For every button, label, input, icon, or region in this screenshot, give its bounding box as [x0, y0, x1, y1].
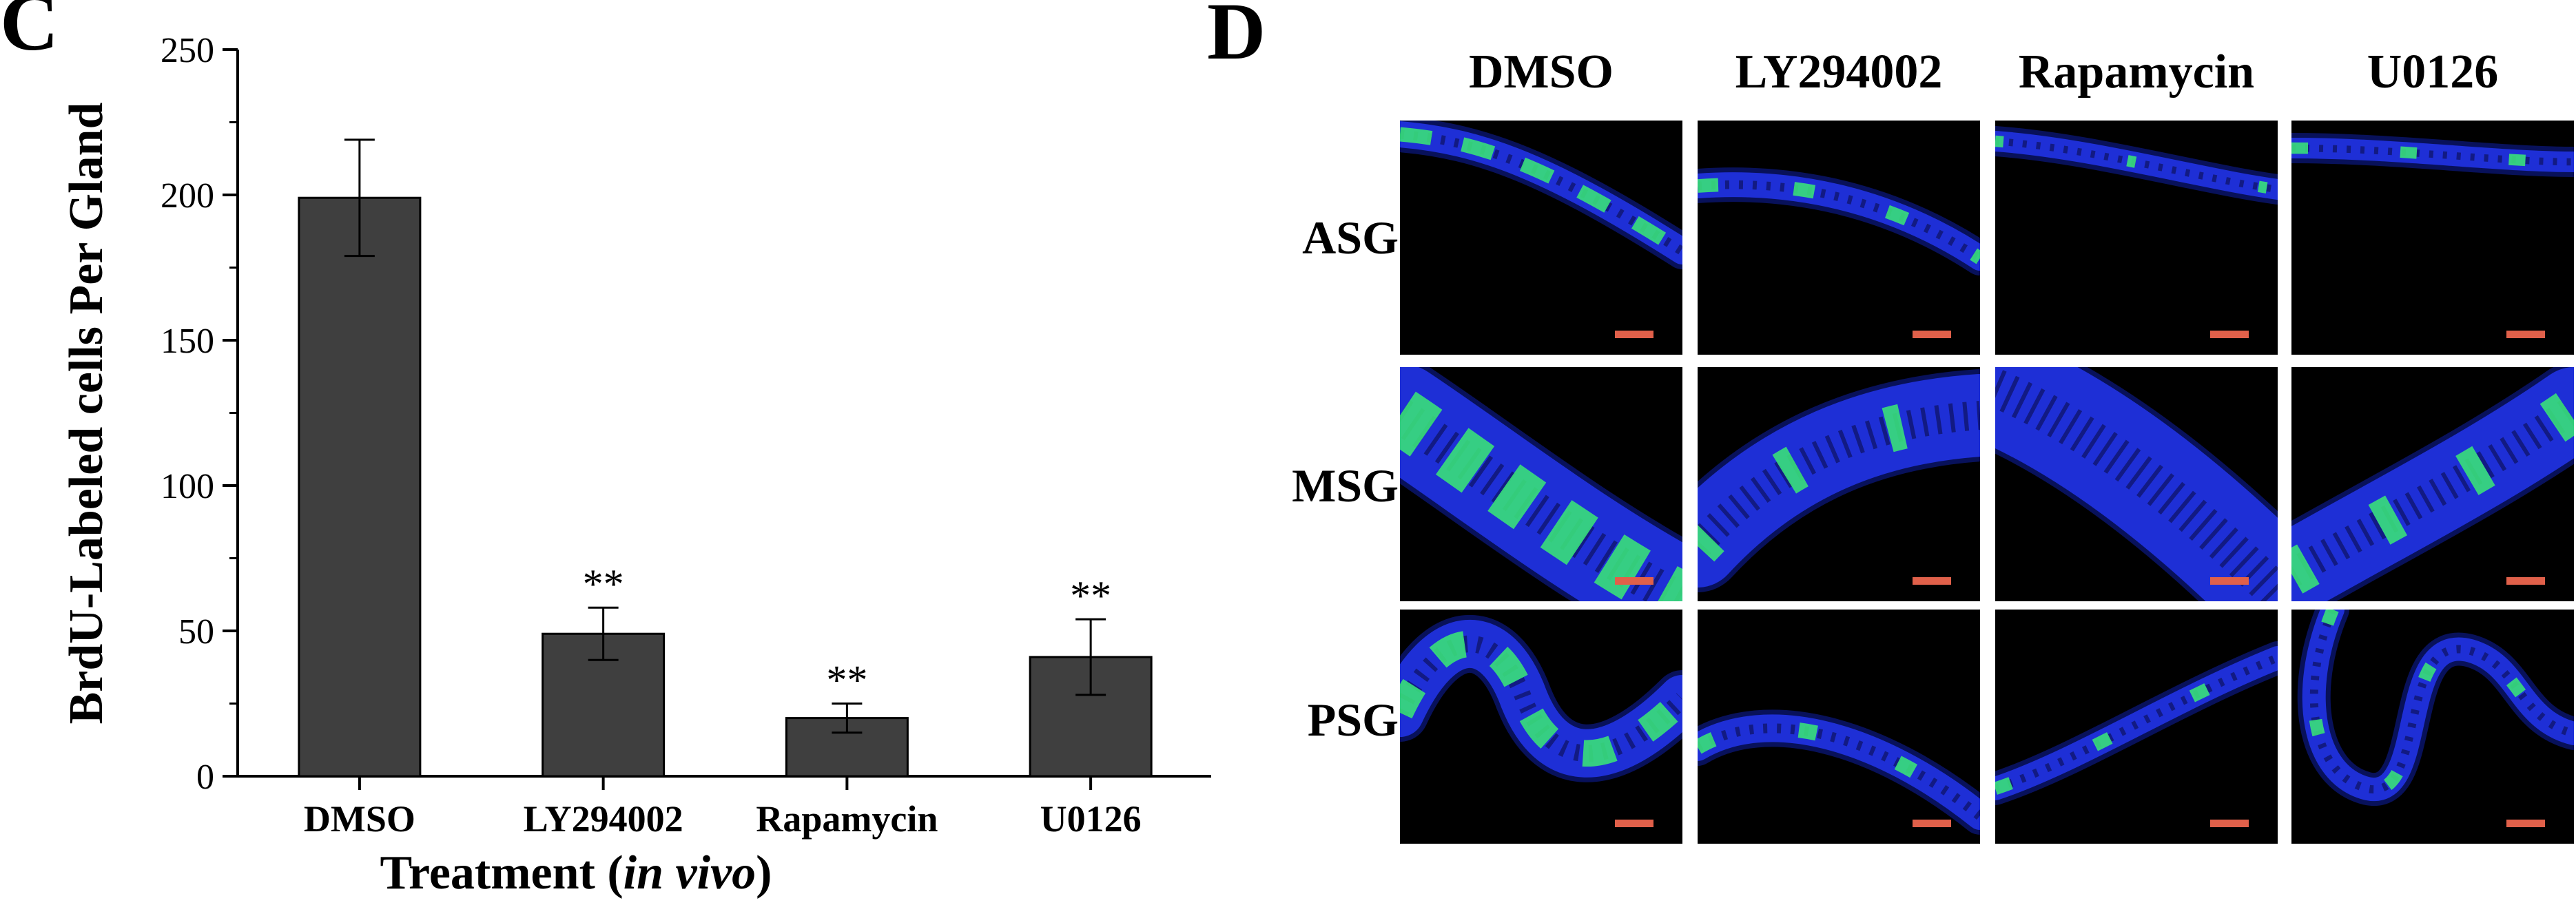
- row-label-asg: ASG: [1302, 211, 1399, 264]
- micrograph-asg-u0126: [2291, 121, 2574, 355]
- x-tick-label: Rapamycin: [756, 798, 938, 840]
- micrograph-msg-rapamycin: [1995, 367, 2278, 601]
- significance-label: **: [1070, 573, 1111, 618]
- scale-bar: [1913, 331, 1951, 338]
- scale-bar: [1615, 820, 1653, 827]
- y-tick-label: 250: [161, 31, 214, 70]
- scale-bar: [1913, 577, 1951, 585]
- row-label-psg: PSG: [1307, 694, 1399, 746]
- y-tick-label: 200: [161, 176, 214, 216]
- significance-label: **: [826, 658, 867, 703]
- micrograph-psg-u0126: [2291, 610, 2574, 844]
- scale-bar: [2506, 577, 2545, 585]
- column-label-rapamycin: Rapamycin: [2018, 45, 2255, 98]
- micrograph-asg-rapamycin: [1995, 121, 2278, 355]
- y-axis-title: BrdU-Labeled cells Per Gland: [60, 103, 113, 725]
- micrograph-psg-rapamycin: [1995, 610, 2278, 844]
- y-tick-label: 50: [178, 612, 214, 652]
- y-tick-label: 0: [196, 758, 214, 797]
- x-tick-label: U0126: [1040, 798, 1142, 840]
- scale-bar: [1913, 820, 1951, 827]
- scale-bar: [2506, 331, 2545, 338]
- scale-bar: [1615, 331, 1653, 338]
- micrograph-msg-u0126: [2291, 367, 2574, 601]
- plot-area: 0 50 100 150 200 250 DMSO LY294002 ** Rapamycin **…: [161, 31, 1211, 840]
- y-tick-label: 100: [161, 467, 214, 506]
- micrograph-msg-dmso: [1400, 367, 1682, 601]
- x-tick-label: LY294002: [524, 798, 683, 840]
- scale-bar: [2210, 820, 2249, 827]
- scale-bar: [1615, 577, 1653, 585]
- panel-d-label: D: [1207, 0, 1266, 76]
- micrograph-asg-dmso: [1400, 121, 1682, 355]
- row-label-msg: MSG: [1292, 459, 1399, 512]
- column-label-ly294002: LY294002: [1735, 45, 1943, 98]
- micrograph-asg-ly294002: [1698, 121, 1980, 355]
- column-label-dmso: DMSO: [1469, 45, 1614, 98]
- scale-bar: [2210, 577, 2249, 585]
- x-axis-title: Treatment (in vivo): [380, 846, 772, 899]
- micrograph-psg-ly294002: [1698, 610, 1980, 844]
- micrograph-msg-ly294002: [1698, 367, 1980, 601]
- scale-bar: [2506, 820, 2545, 827]
- significance-label: **: [583, 561, 624, 607]
- micrograph-psg-dmso: [1400, 610, 1682, 844]
- bar-chart: C 0 50 100 150 200 250 DMSO LY294002 ** Rapamycin…: [0, 0, 1211, 899]
- bar-dmso: [298, 196, 422, 778]
- scale-bar: [2210, 331, 2249, 338]
- column-label-u0126: U0126: [2367, 45, 2499, 98]
- panel-c-label: C: [0, 0, 59, 67]
- y-tick-label: 150: [161, 322, 214, 361]
- x-tick-label: DMSO: [304, 798, 415, 840]
